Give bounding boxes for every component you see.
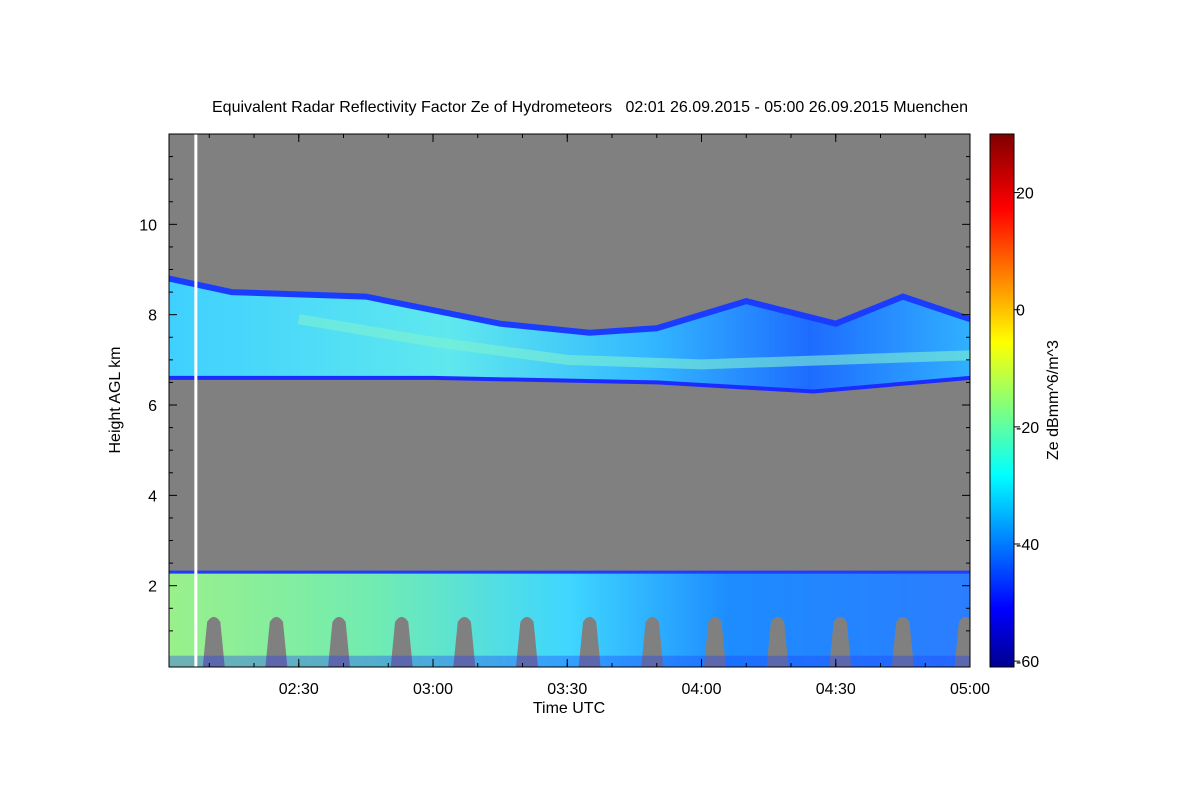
precip-gap — [202, 616, 225, 667]
y-axis: 2 4 6 8 10 — [139, 156, 970, 632]
plot-frame — [168, 133, 971, 668]
precip-gap — [390, 616, 413, 667]
colorbar-tick-label-2: -20 — [1016, 420, 1039, 437]
colorbar-tick-label-3: -40 — [1016, 537, 1039, 554]
x-tick-label-1: 03:00 — [413, 681, 453, 698]
x-tick-label-0: 02:30 — [279, 681, 319, 698]
x-tick-label-3: 04:00 — [681, 681, 721, 698]
upper-cloud-base-edge — [169, 375, 970, 394]
colorbar-gradient — [989, 133, 1015, 668]
x-tick-label-5: 05:00 — [950, 681, 990, 698]
near-surface-clutter — [169, 655, 970, 667]
precip-gap — [578, 616, 601, 667]
upper-cloud-top-edge — [169, 275, 970, 336]
lower-cloud-layer — [169, 572, 970, 667]
y-tick-label-1: 4 — [148, 488, 157, 505]
precip-gap — [766, 616, 789, 667]
precip-gap — [703, 616, 726, 667]
colorbar: 20 0 -20 -40 -60 Ze dBmm^6/m^3 — [989, 133, 1062, 671]
colorbar-label: Ze dBmm^6/m^3 — [1045, 340, 1062, 460]
precip-gap — [265, 616, 288, 667]
plot-area — [169, 134, 970, 667]
x-tick-label-2: 03:30 — [547, 681, 587, 698]
x-tick-label-4: 04:30 — [816, 681, 856, 698]
x-axis-label: Time UTC — [533, 700, 605, 717]
precip-gap — [641, 616, 664, 667]
precip-gap — [453, 616, 476, 667]
precip-gap — [954, 616, 970, 667]
colorbar-tick-label-0: 20 — [1016, 186, 1034, 203]
precip-gap — [515, 616, 538, 667]
precip-gap — [829, 616, 852, 667]
precip-gap — [891, 616, 914, 667]
y-tick-label-2: 6 — [148, 398, 157, 415]
regions-layer — [169, 275, 970, 667]
colorbar-tick-label-1: 0 — [1016, 303, 1025, 320]
x-axis: 02:30 03:00 03:30 04:00 04:30 05:00 — [208, 134, 990, 698]
upper-cloud-core — [297, 314, 970, 370]
precip-gap — [328, 616, 351, 667]
y-tick-label-3: 8 — [148, 308, 157, 325]
colorbar-ticks: 20 0 -20 -40 -60 — [1014, 186, 1039, 671]
y-axis-label: Height AGL km — [107, 346, 124, 453]
colorbar-tick-label-4: -60 — [1016, 654, 1039, 671]
chart-title: Equivalent Radar Reflectivity Factor Ze … — [212, 99, 968, 116]
y-tick-label-0: 2 — [148, 579, 157, 596]
y-tick-label-4: 10 — [139, 217, 157, 234]
